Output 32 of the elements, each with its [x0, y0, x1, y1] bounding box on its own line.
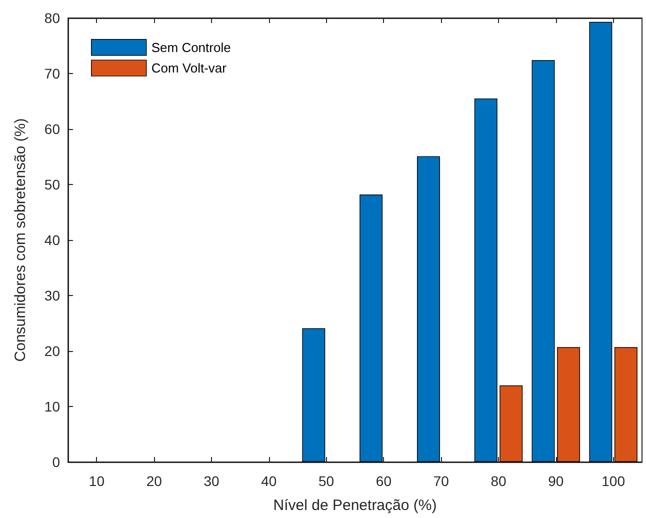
y-tick-label: 10: [44, 398, 60, 414]
bar: [500, 385, 523, 462]
x-tick-label: 90: [548, 473, 564, 489]
legend-label: Com Volt-var: [151, 60, 228, 76]
bar: [302, 328, 326, 462]
bar: [557, 347, 580, 462]
y-tick-label: 0: [52, 454, 60, 470]
y-tick-label: 20: [44, 343, 60, 359]
x-tick-label: 30: [204, 473, 220, 489]
x-tick-label: 100: [602, 473, 626, 489]
bar: [589, 22, 612, 462]
y-tick-label: 80: [44, 10, 60, 26]
bar: [614, 347, 638, 462]
x-tick-label: 20: [146, 473, 162, 489]
bar: [474, 98, 498, 462]
bar: [360, 194, 383, 462]
x-tick-label: 60: [376, 473, 392, 489]
x-tick-label: 80: [490, 473, 506, 489]
x-tick-label: 10: [88, 473, 105, 489]
y-tick-label: 70: [44, 66, 60, 82]
y-tick-label: 30: [44, 288, 60, 304]
bar: [532, 60, 555, 462]
x-axis-title: Nível de Penetração (%): [273, 497, 437, 514]
bar: [416, 156, 440, 462]
y-tick-label: 60: [44, 121, 60, 137]
x-tick-label: 40: [261, 473, 277, 489]
legend-label: Sem Controle: [151, 40, 231, 55]
x-tick-label: 70: [433, 473, 450, 489]
y-axis-title: Consumidores com sobretensão (%): [12, 118, 29, 362]
y-tick-label: 40: [44, 232, 60, 248]
y-tick-label: 50: [44, 176, 60, 192]
x-tick-label: 50: [318, 473, 334, 489]
